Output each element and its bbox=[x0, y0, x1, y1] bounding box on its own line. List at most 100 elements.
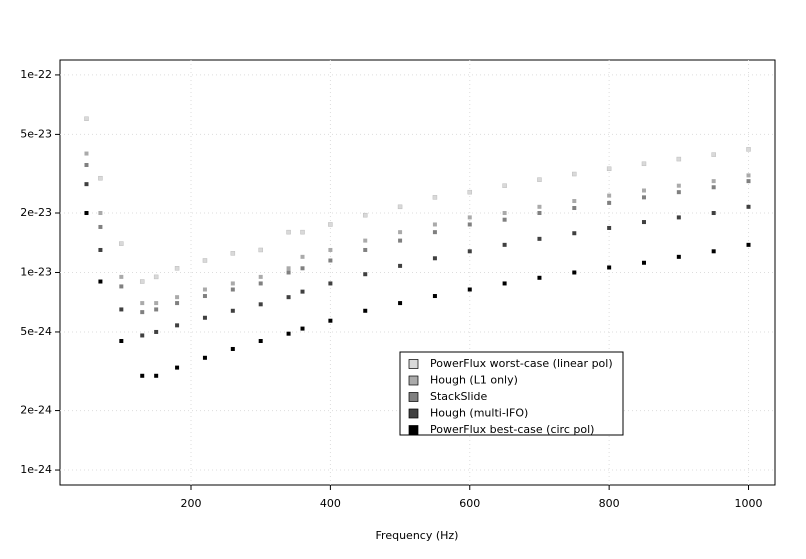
point bbox=[328, 258, 333, 263]
point bbox=[258, 281, 263, 286]
point bbox=[711, 211, 716, 216]
point bbox=[98, 247, 103, 252]
point bbox=[363, 238, 368, 243]
point bbox=[119, 274, 124, 279]
point bbox=[432, 230, 437, 235]
point bbox=[398, 301, 403, 306]
point bbox=[467, 287, 472, 292]
point bbox=[432, 294, 437, 299]
point bbox=[258, 302, 263, 307]
legend-swatch bbox=[408, 392, 419, 402]
point bbox=[202, 287, 207, 292]
point bbox=[154, 307, 159, 312]
point bbox=[676, 215, 681, 220]
point bbox=[432, 195, 438, 200]
point bbox=[300, 266, 305, 271]
point bbox=[502, 183, 507, 188]
legend-label: Hough (multi-IFO) bbox=[430, 407, 528, 420]
point bbox=[641, 161, 647, 167]
legend-label: Hough (L1 only) bbox=[430, 374, 518, 387]
point bbox=[328, 318, 333, 323]
point bbox=[140, 301, 145, 306]
y-tick-label: 1e-24 bbox=[20, 463, 52, 476]
point bbox=[328, 222, 333, 227]
point bbox=[537, 236, 542, 241]
point bbox=[641, 220, 646, 225]
point bbox=[363, 272, 368, 277]
point bbox=[676, 190, 681, 195]
point bbox=[98, 224, 103, 229]
point bbox=[174, 266, 180, 271]
legend-swatch bbox=[408, 375, 419, 386]
point bbox=[641, 188, 646, 193]
y-tick-label: 5e-24 bbox=[20, 325, 52, 338]
legend-swatch bbox=[408, 408, 419, 419]
point bbox=[607, 193, 612, 198]
point bbox=[286, 295, 291, 300]
point bbox=[676, 183, 681, 188]
point bbox=[572, 270, 577, 275]
point bbox=[398, 263, 403, 268]
point bbox=[572, 206, 577, 211]
point bbox=[432, 256, 437, 261]
legend-label: StackSlide bbox=[430, 390, 488, 403]
point bbox=[746, 179, 751, 184]
point bbox=[328, 247, 333, 252]
point bbox=[467, 215, 472, 220]
point bbox=[537, 204, 542, 209]
point bbox=[98, 175, 103, 181]
point bbox=[711, 179, 716, 184]
point bbox=[230, 346, 235, 351]
point bbox=[676, 156, 682, 162]
point bbox=[286, 270, 291, 275]
point bbox=[300, 229, 305, 235]
point bbox=[572, 171, 577, 177]
point bbox=[230, 281, 235, 286]
point bbox=[202, 355, 207, 360]
point bbox=[711, 249, 716, 254]
point bbox=[258, 274, 263, 279]
point bbox=[154, 329, 159, 334]
point bbox=[746, 242, 751, 247]
point bbox=[572, 199, 577, 204]
point bbox=[502, 281, 507, 286]
point bbox=[398, 238, 403, 243]
point bbox=[286, 266, 291, 271]
point bbox=[84, 162, 89, 167]
point bbox=[537, 177, 542, 182]
point bbox=[84, 116, 89, 122]
point bbox=[641, 195, 646, 200]
point bbox=[175, 295, 180, 300]
x-axis-label: Frequency (Hz) bbox=[376, 529, 459, 542]
point bbox=[258, 338, 263, 343]
x-tick-label: 400 bbox=[320, 497, 341, 510]
point bbox=[397, 204, 403, 210]
point bbox=[98, 279, 103, 284]
point bbox=[286, 229, 291, 235]
point bbox=[467, 249, 472, 254]
point bbox=[641, 260, 646, 265]
point bbox=[202, 294, 207, 299]
point bbox=[300, 289, 305, 294]
x-tick-label: 600 bbox=[459, 497, 480, 510]
point bbox=[140, 373, 145, 378]
point bbox=[572, 231, 577, 236]
point bbox=[153, 274, 159, 280]
point bbox=[154, 373, 159, 378]
point bbox=[607, 225, 612, 230]
point bbox=[258, 247, 263, 253]
point bbox=[175, 301, 180, 306]
x-tick-label: 200 bbox=[181, 497, 202, 510]
point bbox=[363, 247, 368, 252]
legend-box bbox=[399, 351, 624, 436]
point bbox=[230, 287, 235, 292]
point bbox=[467, 222, 472, 227]
legend-label: PowerFlux best-case (circ pol) bbox=[430, 423, 594, 436]
point bbox=[119, 338, 124, 343]
point bbox=[202, 315, 207, 320]
point bbox=[607, 265, 612, 270]
point bbox=[98, 211, 103, 216]
point bbox=[175, 365, 180, 370]
point bbox=[119, 307, 124, 312]
